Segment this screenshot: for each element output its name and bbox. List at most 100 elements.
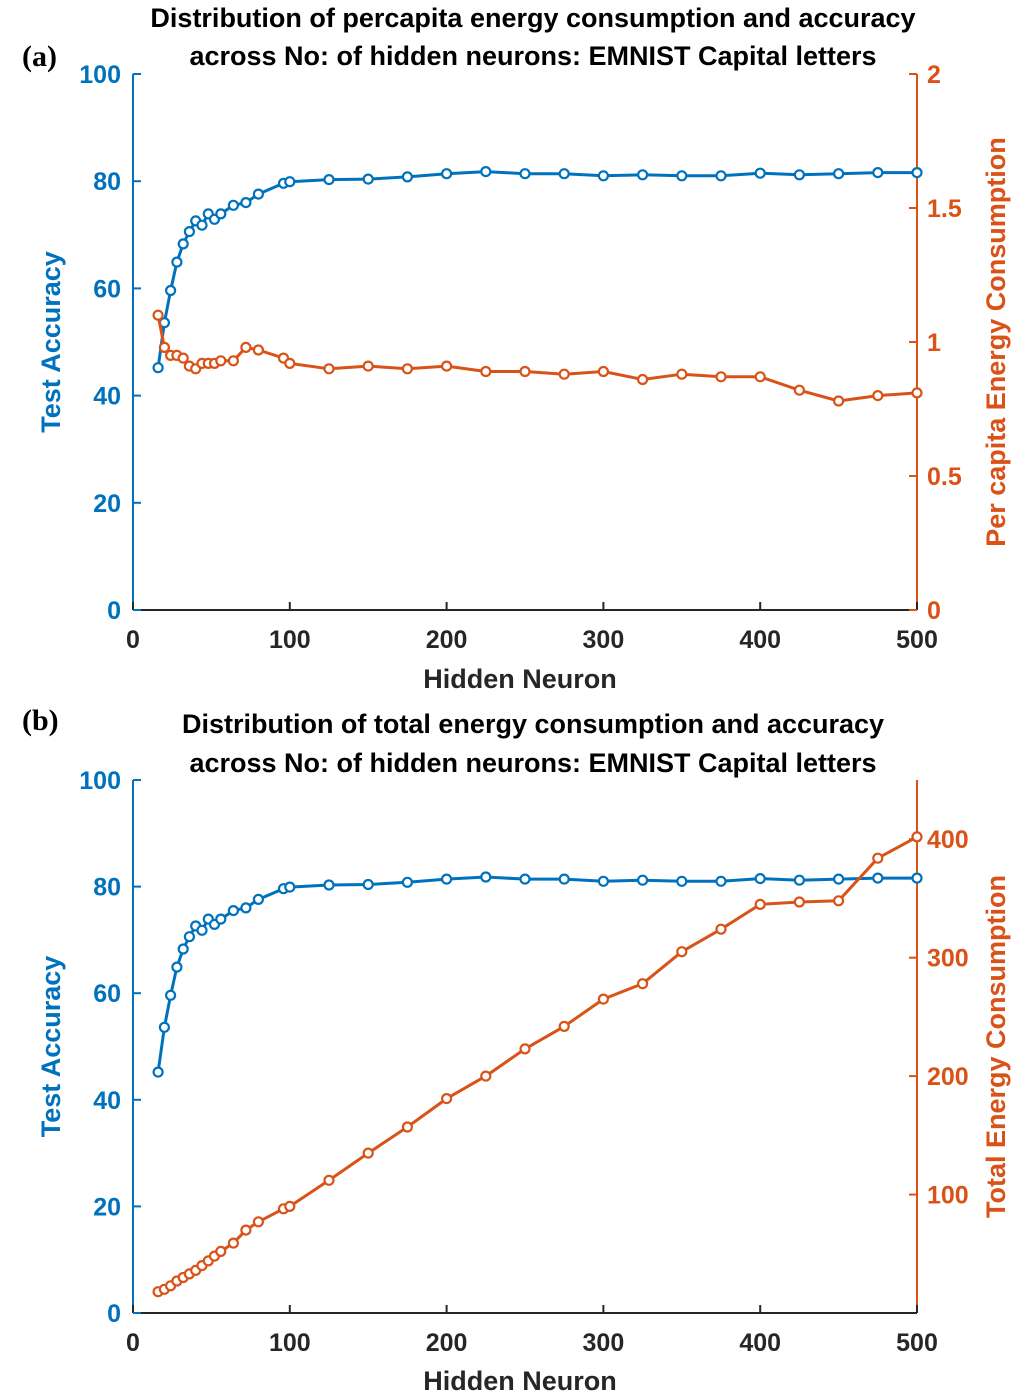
left-y-tick-label: 100 [79, 61, 121, 89]
accuracy-point [754, 167, 766, 179]
energy-point [227, 355, 239, 367]
energy-point [636, 978, 649, 990]
energy-point [401, 1121, 413, 1133]
energy-point [911, 831, 923, 843]
panel-a-percapita-energy: Distribution of percapita energy consump… [22, 3, 1011, 694]
x-tick-label: 500 [896, 626, 938, 654]
accuracy-series [152, 871, 923, 1078]
accuracy-point [158, 1021, 170, 1033]
energy-point [754, 371, 766, 383]
accuracy-point [793, 169, 806, 181]
accuracy-point [872, 872, 884, 884]
accuracy-point [480, 871, 492, 883]
left-y-tick-label: 60 [93, 275, 121, 303]
left-y-tick-label: 80 [93, 874, 121, 902]
accuracy-point [519, 168, 531, 180]
left-y-tick-label: 40 [93, 1087, 121, 1115]
accuracy-point [676, 875, 688, 887]
energy-point [240, 1224, 252, 1236]
x-axis-label: Hidden Neuron [423, 664, 617, 694]
x-tick-label: 200 [426, 1329, 468, 1357]
right-y-tick-label: 400 [927, 826, 969, 854]
right-y-tick-label: 0 [927, 597, 941, 625]
accuracy-point [597, 875, 610, 887]
right-y-axis-label: Per capita Energy Consumption [981, 137, 1011, 547]
accuracy-point [715, 875, 727, 887]
accuracy-point [441, 873, 453, 885]
left-y-tick-label: 0 [107, 1300, 121, 1328]
accuracy-point [519, 873, 531, 885]
accuracy-point [152, 1066, 164, 1078]
accuracy-point [215, 208, 227, 220]
accuracy-point [240, 902, 252, 914]
accuracy-point [284, 881, 296, 893]
x-tick-label: 0 [126, 1329, 140, 1357]
energy-point [252, 344, 264, 356]
accuracy-point [872, 167, 884, 179]
energy-point [323, 363, 335, 375]
accuracy-point [227, 199, 239, 211]
accuracy-point [441, 168, 453, 180]
energy-series [152, 831, 923, 1298]
accuracy-point [171, 961, 183, 973]
panel-b-total-energy: Distribution of total energy consumption… [22, 704, 1011, 1396]
x-tick-label: 400 [739, 1329, 781, 1357]
left-y-axis-label: Test Accuracy [36, 956, 66, 1138]
left-y-tick-label: 40 [93, 383, 121, 411]
accuracy-point [323, 174, 335, 186]
accuracy-point [177, 943, 189, 955]
accuracy-point [362, 173, 374, 185]
energy-point [872, 390, 884, 402]
energy-point [323, 1174, 335, 1186]
accuracy-series [152, 166, 923, 374]
energy-point [284, 1200, 296, 1213]
accuracy-point [636, 874, 649, 886]
energy-point [715, 923, 727, 935]
energy-point [441, 360, 453, 372]
energy-point [362, 360, 374, 372]
energy-point [215, 355, 227, 367]
energy-point [558, 368, 570, 380]
accuracy-point [558, 873, 570, 885]
energy-point [597, 365, 610, 378]
chart-title-line-2: across No: of hidden neurons: EMNIST Cap… [189, 41, 876, 71]
accuracy-point [401, 171, 413, 183]
accuracy-point [676, 170, 688, 182]
x-tick-label: 500 [896, 1329, 938, 1357]
energy-point [401, 363, 413, 375]
x-tick-label: 300 [583, 626, 625, 654]
energy-point [597, 993, 610, 1005]
accuracy-point [284, 176, 296, 188]
chart-title-line-1: Distribution of total energy consumption… [182, 709, 884, 739]
energy-point [227, 1237, 239, 1249]
x-axis-label: Hidden Neuron [423, 1366, 617, 1396]
left-y-tick-label: 60 [93, 980, 121, 1008]
right-y-tick-label: 1.5 [927, 195, 962, 223]
right-y-tick-label: 2 [927, 61, 941, 89]
energy-point [636, 373, 649, 386]
accuracy-point [227, 904, 239, 917]
energy-point [362, 1147, 374, 1159]
right-y-axis-label: Total Energy Consumption [981, 875, 1011, 1218]
x-tick-label: 400 [739, 626, 781, 654]
accuracy-point [754, 872, 766, 885]
left-y-axis-label: Test Accuracy [36, 251, 66, 433]
energy-point [480, 1070, 492, 1082]
energy-point [558, 1020, 570, 1033]
right-y-tick-label: 300 [927, 945, 969, 973]
accuracy-point [183, 931, 195, 943]
chart-title-line-1: Distribution of percapita energy consump… [150, 3, 915, 33]
accuracy-point [480, 166, 492, 178]
energy-point [715, 371, 727, 383]
energy-point [284, 357, 296, 369]
accuracy-point [165, 284, 177, 297]
x-tick-label: 0 [126, 626, 140, 654]
energy-point [177, 352, 189, 364]
accuracy-point [196, 219, 208, 231]
accuracy-line [156, 170, 917, 368]
energy-point [240, 341, 252, 353]
energy-point [793, 896, 806, 908]
energy-series [152, 309, 923, 407]
accuracy-point [558, 168, 570, 180]
accuracy-point [597, 170, 610, 182]
